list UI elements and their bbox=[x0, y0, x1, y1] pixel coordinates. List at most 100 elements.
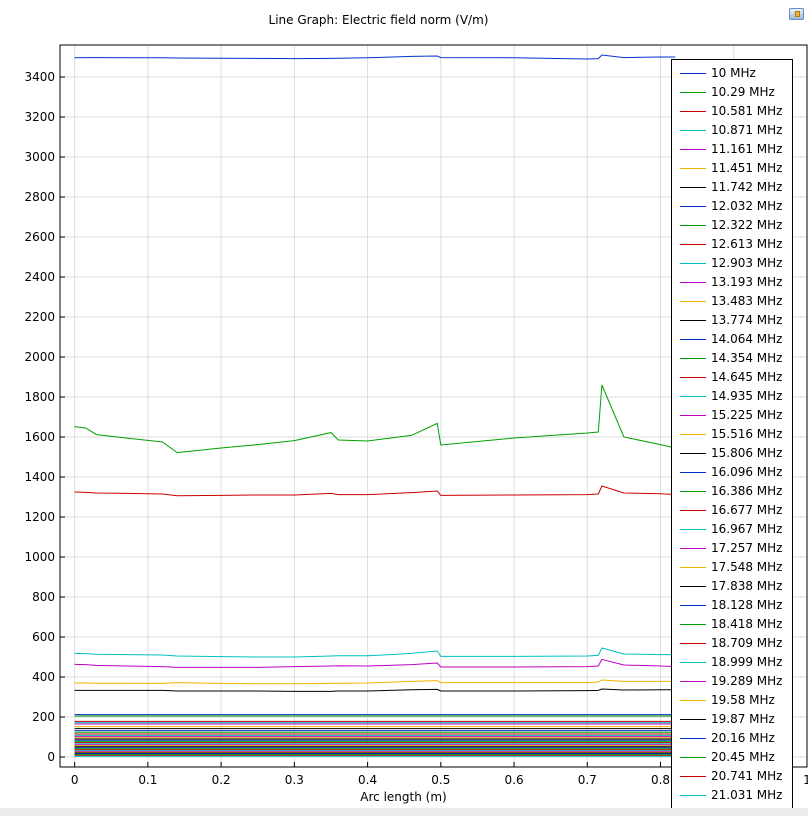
y-tick-label: 2400 bbox=[24, 270, 55, 284]
legend-swatch bbox=[680, 225, 706, 226]
legend-label: 16.967 MHz bbox=[711, 522, 783, 536]
legend-label: 14.645 MHz bbox=[711, 370, 783, 384]
legend-swatch bbox=[680, 605, 706, 606]
legend-label: 17.838 MHz bbox=[711, 579, 783, 593]
legend-swatch bbox=[680, 472, 706, 473]
legend-item: 19.87 MHz bbox=[672, 709, 792, 728]
legend-item: 11.161 MHz bbox=[672, 139, 792, 158]
y-tick-label: 1200 bbox=[24, 510, 55, 524]
legend-item: 13.774 MHz bbox=[672, 310, 792, 329]
legend-label: 20.741 MHz bbox=[711, 769, 783, 783]
x-axis-label: Arc length (m) bbox=[360, 790, 446, 804]
legend-swatch bbox=[680, 377, 706, 378]
legend-item: 18.418 MHz bbox=[672, 614, 792, 633]
x-tick-label: 0.5 bbox=[431, 773, 450, 787]
legend-item: 15.806 MHz bbox=[672, 443, 792, 462]
legend-swatch bbox=[680, 358, 706, 359]
legend-item: 11.451 MHz bbox=[672, 158, 792, 177]
legend-swatch bbox=[680, 434, 706, 435]
legend-swatch bbox=[680, 510, 706, 511]
legend-label: 16.096 MHz bbox=[711, 465, 783, 479]
legend-swatch bbox=[680, 168, 706, 169]
legend-item: 21.031 MHz bbox=[672, 785, 792, 804]
legend-item: 15.225 MHz bbox=[672, 405, 792, 424]
legend-swatch bbox=[680, 795, 706, 796]
y-tick-label: 2200 bbox=[24, 310, 55, 324]
y-tick-label: 600 bbox=[32, 630, 55, 644]
legend-item: 20.45 MHz bbox=[672, 747, 792, 766]
y-tick-label: 1800 bbox=[24, 390, 55, 404]
legend-swatch bbox=[680, 586, 706, 587]
legend-item: 14.935 MHz bbox=[672, 386, 792, 405]
legend-item: 13.193 MHz bbox=[672, 272, 792, 291]
legend-label: 13.774 MHz bbox=[711, 313, 783, 327]
legend-label: 16.386 MHz bbox=[711, 484, 783, 498]
legend-label: 10.581 MHz bbox=[711, 104, 783, 118]
legend-swatch bbox=[680, 719, 706, 720]
legend-item: 18.128 MHz bbox=[672, 595, 792, 614]
legend-item: 11.742 MHz bbox=[672, 177, 792, 196]
y-tick-label: 3000 bbox=[24, 150, 55, 164]
legend-label: 12.903 MHz bbox=[711, 256, 783, 270]
series-line bbox=[74, 688, 676, 692]
plot-toolbar-icon[interactable] bbox=[789, 8, 804, 20]
legend-swatch bbox=[680, 491, 706, 492]
legend-label: 18.999 MHz bbox=[711, 655, 783, 669]
legend-item: 20.16 MHz bbox=[672, 728, 792, 747]
legend-item: 16.967 MHz bbox=[672, 519, 792, 538]
legend-label: 18.709 MHz bbox=[711, 636, 783, 650]
y-tick-label: 2000 bbox=[24, 350, 55, 364]
legend-label: 21.031 MHz bbox=[711, 788, 783, 802]
series-line bbox=[74, 679, 676, 685]
legend-item: 14.064 MHz bbox=[672, 329, 792, 348]
x-tick-label: 1 bbox=[803, 773, 808, 787]
status-strip bbox=[0, 808, 808, 816]
y-tick-label: 1400 bbox=[24, 470, 55, 484]
legend-label: 10.871 MHz bbox=[711, 123, 783, 137]
legend-item: 10.29 MHz bbox=[672, 82, 792, 101]
legend-swatch bbox=[680, 187, 706, 188]
plot-frame bbox=[59, 44, 808, 768]
legend-label: 19.87 MHz bbox=[711, 712, 775, 726]
series-line bbox=[74, 658, 676, 668]
legend-item: 16.386 MHz bbox=[672, 481, 792, 500]
legend-label: 10 MHz bbox=[711, 66, 756, 80]
legend-swatch bbox=[680, 149, 706, 150]
legend-label: 13.193 MHz bbox=[711, 275, 783, 289]
x-tick-label: 0.6 bbox=[505, 773, 524, 787]
legend-label: 16.677 MHz bbox=[711, 503, 783, 517]
legend-label: 17.257 MHz bbox=[711, 541, 783, 555]
legend-swatch bbox=[680, 263, 706, 264]
legend-label: 20.45 MHz bbox=[711, 750, 775, 764]
legend-item: 10.581 MHz bbox=[672, 101, 792, 120]
legend-swatch bbox=[680, 111, 706, 112]
y-tick-label: 800 bbox=[32, 590, 55, 604]
series-line bbox=[74, 647, 676, 658]
legend-item: 17.838 MHz bbox=[672, 576, 792, 595]
legend-swatch bbox=[680, 282, 706, 283]
y-tick-label: 1600 bbox=[24, 430, 55, 444]
chart-title: Line Graph: Electric field norm (V/m) bbox=[268, 13, 489, 27]
legend-item: 16.096 MHz bbox=[672, 462, 792, 481]
legend-label: 10.29 MHz bbox=[711, 85, 775, 99]
legend-item: 12.903 MHz bbox=[672, 253, 792, 272]
legend-swatch bbox=[680, 396, 706, 397]
legend-swatch bbox=[680, 643, 706, 644]
legend-swatch bbox=[680, 73, 706, 74]
y-tick-label: 3400 bbox=[24, 70, 55, 84]
legend-label: 13.483 MHz bbox=[711, 294, 783, 308]
x-tick-label: 0 bbox=[71, 773, 79, 787]
legend-swatch bbox=[680, 757, 706, 758]
legend-label: 12.613 MHz bbox=[711, 237, 783, 251]
x-tick-label: 0.4 bbox=[358, 773, 377, 787]
legend-swatch bbox=[680, 339, 706, 340]
legend-item: 18.999 MHz bbox=[672, 652, 792, 671]
x-tick-label: 0.1 bbox=[138, 773, 157, 787]
y-tick-label: 200 bbox=[32, 710, 55, 724]
legend-swatch bbox=[680, 700, 706, 701]
legend-label: 14.354 MHz bbox=[711, 351, 783, 365]
legend-item: 17.257 MHz bbox=[672, 538, 792, 557]
legend-label: 18.418 MHz bbox=[711, 617, 783, 631]
legend-swatch bbox=[680, 681, 706, 682]
legend-label: 14.935 MHz bbox=[711, 389, 783, 403]
